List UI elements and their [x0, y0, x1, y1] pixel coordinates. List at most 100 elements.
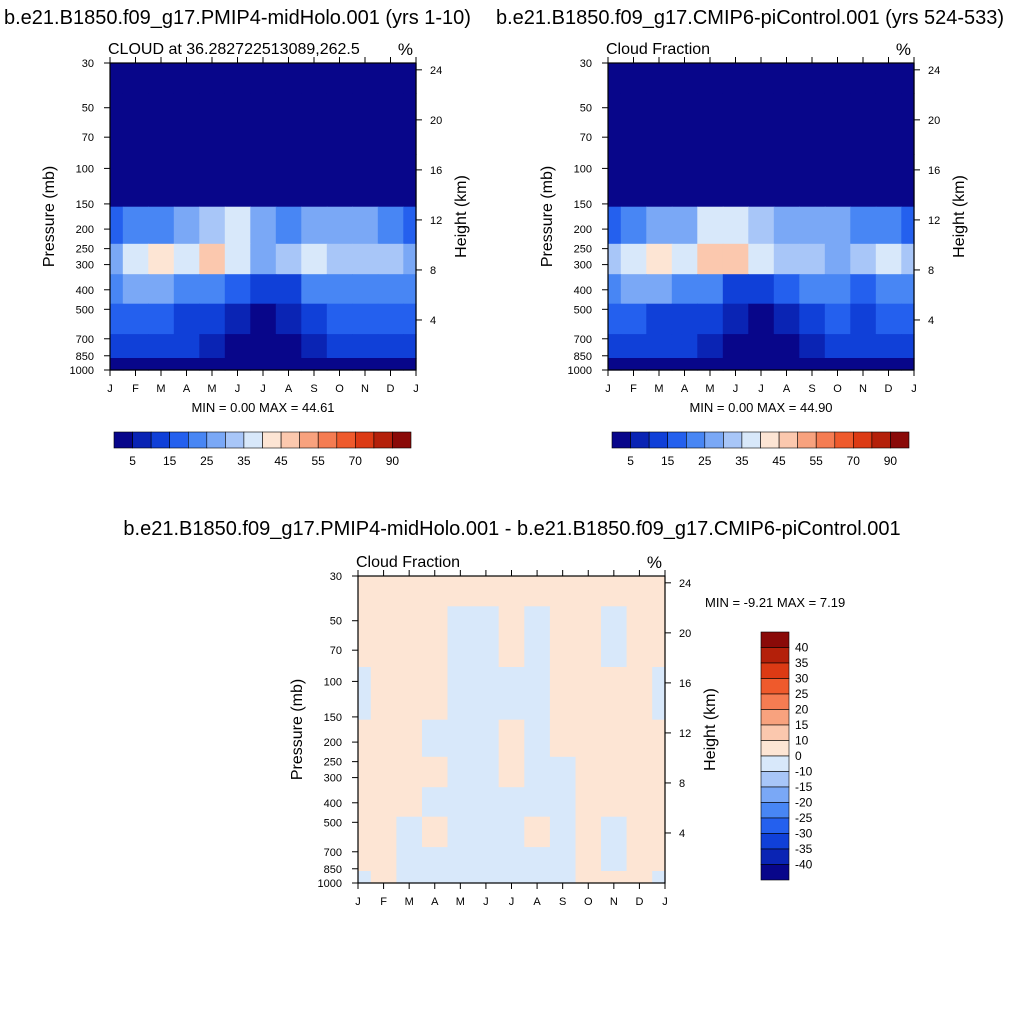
- heatmap-cell: [524, 667, 551, 721]
- heatmap-cell: [608, 274, 622, 305]
- heatmap-cell: [773, 274, 800, 305]
- heatmap-cell: [326, 206, 353, 245]
- heatmap-cell: [250, 154, 277, 208]
- heatmap-cell: [122, 358, 149, 371]
- colorbar-label: 30: [795, 672, 809, 686]
- x-tick-label: D: [885, 383, 893, 395]
- colorbar-swatch: [723, 431, 743, 449]
- heatmap-cell: [358, 816, 372, 848]
- heatmap-cell: [473, 667, 500, 721]
- heatmap-cell: [377, 334, 404, 359]
- y2-tick-label: 24: [679, 578, 691, 590]
- colorbar-swatch: [741, 431, 761, 449]
- heatmap-cell: [352, 358, 379, 371]
- heatmap-cell: [601, 816, 628, 848]
- colorbar-swatch: [760, 431, 780, 449]
- heatmap-cell: [697, 154, 724, 208]
- heatmap-cell: [799, 274, 826, 305]
- colorbar-label: 25: [795, 687, 809, 701]
- colorbar-label: 45: [772, 454, 786, 468]
- heatmap-cell: [652, 606, 666, 668]
- heatmap-cell: [224, 303, 251, 335]
- heatmap-cell: [850, 334, 877, 359]
- colorbar-label: -35: [795, 842, 813, 856]
- colorbar-label: 40: [795, 641, 809, 655]
- heatmap-cell: [773, 206, 800, 245]
- y2-tick-label: 20: [928, 115, 940, 127]
- heatmap-cell: [422, 756, 449, 788]
- y-tick-label: 300: [574, 260, 592, 272]
- heatmap-cell: [608, 243, 622, 275]
- heatmap-cell: [824, 93, 851, 155]
- y-tick-label: 200: [574, 224, 592, 236]
- y-tick-label: 300: [76, 260, 94, 272]
- heatmap-cell: [370, 871, 397, 884]
- colorbar-swatch: [280, 431, 301, 449]
- heatmap-cell: [422, 667, 449, 721]
- y-tick-label: 70: [330, 645, 342, 657]
- y-tick-label: 30: [82, 58, 94, 70]
- heatmap-cell: [652, 719, 666, 758]
- heatmap-cell: [601, 871, 628, 884]
- heatmap-cell: [549, 871, 577, 884]
- heatmap-cell: [524, 756, 551, 788]
- y-tick-label: 1000: [568, 365, 592, 377]
- heatmap-cell: [824, 206, 851, 245]
- colorbar-swatch: [354, 431, 375, 449]
- heatmap-cell: [773, 93, 800, 155]
- heatmap-cell: [646, 303, 673, 335]
- colorbar-swatch: [760, 709, 790, 726]
- heatmap-cell: [620, 358, 647, 371]
- heatmap-cell: [626, 576, 653, 607]
- y-tick-label: 50: [330, 616, 342, 628]
- heatmap-cell: [110, 358, 124, 371]
- heatmap-cell: [850, 303, 877, 335]
- colorbar-label: 15: [661, 454, 675, 468]
- heatmap-cell: [173, 274, 200, 305]
- colorbar-swatch: [760, 631, 790, 648]
- heatmap-cell: [901, 358, 915, 371]
- heatmap-cell: [601, 756, 628, 788]
- heatmap-cell: [422, 606, 449, 668]
- heatmap-cell: [122, 206, 149, 245]
- heatmap-cell: [697, 303, 724, 335]
- colorbar-label: -40: [795, 858, 813, 872]
- heatmap-cell: [620, 63, 647, 94]
- colorbar-swatch: [760, 771, 790, 788]
- heatmap-cell: [447, 847, 474, 872]
- heatmap-cell: [403, 154, 417, 208]
- x-tick-label: M: [405, 896, 414, 908]
- y2-tick-label: 4: [928, 315, 934, 327]
- heatmap-cell: [224, 93, 251, 155]
- heatmap-cell: [652, 787, 666, 818]
- heatmap-cell: [326, 243, 353, 275]
- heatmap-cell: [250, 93, 277, 155]
- heatmap-cell: [148, 93, 175, 155]
- heatmap-cell: [524, 606, 551, 668]
- heatmap-cell: [396, 871, 423, 884]
- heatmap-cell: [326, 63, 353, 94]
- x-tick-label: J: [509, 896, 515, 908]
- heatmap-cell: [748, 93, 775, 155]
- heatmap-cell: [608, 63, 622, 94]
- heatmap-cell: [148, 63, 175, 94]
- heatmap-cell: [549, 816, 577, 848]
- heatmap-cell: [447, 871, 474, 884]
- panel-title: Cloud Fraction: [356, 554, 460, 571]
- heatmap-cell: [473, 756, 500, 788]
- heatmap-cell: [122, 243, 149, 275]
- heatmap-cell: [358, 847, 372, 872]
- heatmap-cell: [773, 243, 800, 275]
- x-tick-label: O: [335, 383, 344, 395]
- heatmap-cell: [799, 93, 826, 155]
- heatmap-cell: [608, 334, 622, 359]
- y2-tick-label: 12: [430, 215, 442, 227]
- y2-tick-label: 8: [679, 778, 685, 790]
- y-tick-label: 500: [76, 304, 94, 316]
- min-max-stats: MIN = 0.00 MAX = 44.90: [689, 400, 832, 415]
- heatmap-cell: [396, 816, 423, 848]
- heatmap-cell: [148, 154, 175, 208]
- colorbar-swatch: [206, 431, 226, 449]
- heatmap-cell: [473, 606, 500, 668]
- x-tick-label: J: [483, 896, 489, 908]
